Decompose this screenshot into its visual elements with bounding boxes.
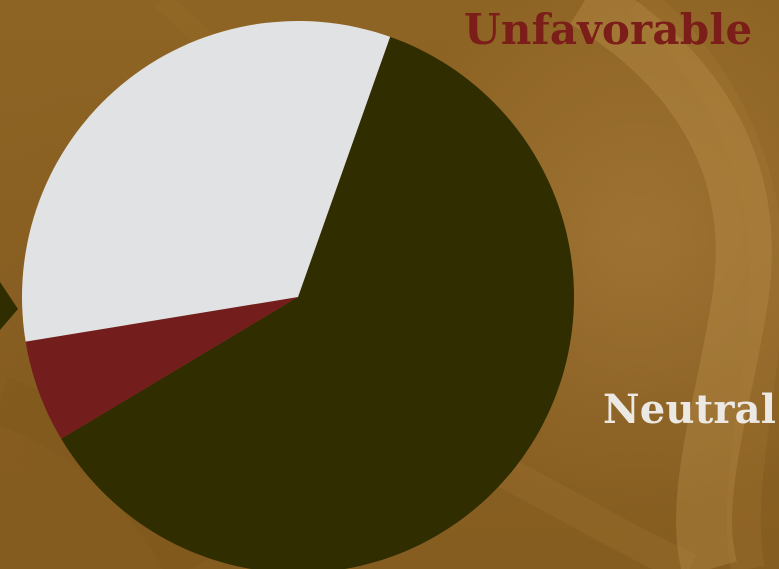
slice-label-neutral: Neutral — [603, 386, 777, 433]
pie-slice-1 — [61, 36, 574, 569]
pie-slice-unfavorable — [25, 297, 299, 439]
slice-label-unfavorable: Unfavorable — [464, 5, 753, 54]
pie-slice-neutral — [22, 20, 391, 342]
